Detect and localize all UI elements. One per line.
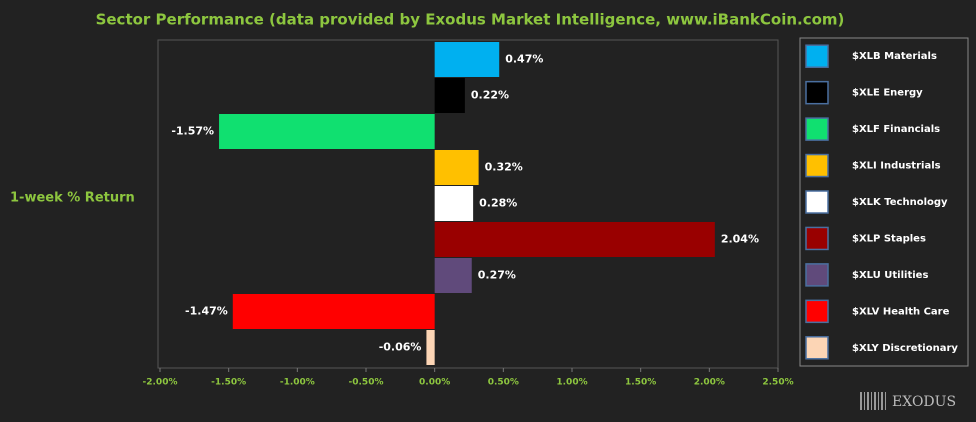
bar <box>434 42 500 77</box>
legend-label: $XLE Energy <box>852 88 923 99</box>
legend-swatch <box>805 226 829 251</box>
legend-swatch <box>805 336 829 360</box>
category-label: 1-week % Return <box>10 191 135 206</box>
bar <box>434 150 479 185</box>
legend-swatch <box>805 190 829 214</box>
legend-label: $XLY Discretionary <box>852 343 958 354</box>
chart-title: Sector Performance (data provided by Exo… <box>96 11 845 29</box>
value-label: 0.47% <box>505 53 543 66</box>
value-label: 0.32% <box>485 161 523 174</box>
bar <box>434 78 465 113</box>
plot-frame <box>157 39 779 369</box>
legend-swatch <box>805 153 829 178</box>
bar <box>219 114 435 149</box>
legend-swatch <box>805 117 829 141</box>
legend-label: $XLP Staples <box>852 233 926 244</box>
legend-swatch <box>805 44 829 68</box>
bar <box>434 186 474 221</box>
value-label: -1.47% <box>185 305 228 318</box>
legend-label: $XLV Health Care <box>852 306 950 317</box>
legend-box <box>799 37 969 367</box>
bar <box>434 258 472 293</box>
value-label: 0.27% <box>478 269 516 282</box>
x-tick-label: 2.50% <box>762 378 793 388</box>
legend-label: $XLF Financials <box>852 124 940 135</box>
x-tick-label: 2.00% <box>694 378 725 388</box>
value-label: 0.28% <box>479 197 517 210</box>
legend-label: $XLU Utilities <box>852 270 928 281</box>
value-label: 0.22% <box>471 89 509 102</box>
legend-label: $XLI Industrials <box>852 161 941 172</box>
x-tick-label: 1.50% <box>625 378 656 388</box>
bar <box>426 330 435 365</box>
legend-label: $XLB Materials <box>852 51 937 62</box>
x-tick-label: 0.50% <box>488 378 519 388</box>
x-tick-label: -1.50% <box>211 378 246 388</box>
watermark-logo <box>860 392 886 410</box>
legend-swatch <box>805 80 829 105</box>
legend-swatch <box>805 299 829 324</box>
bar <box>434 222 715 257</box>
bar <box>232 294 435 329</box>
x-tick-label: -1.00% <box>280 378 315 388</box>
value-label: -1.57% <box>171 125 214 138</box>
value-label: 2.04% <box>721 233 759 246</box>
x-tick-label: 1.00% <box>556 378 587 388</box>
watermark: EXODUS <box>892 394 956 410</box>
x-tick-label: -2.00% <box>143 378 178 388</box>
x-tick-label: 0.00% <box>419 378 450 388</box>
legend-label: $XLK Technology <box>852 197 948 208</box>
value-label: -0.06% <box>379 341 422 354</box>
legend-swatch <box>805 263 829 287</box>
x-tick-label: -0.50% <box>349 378 384 388</box>
